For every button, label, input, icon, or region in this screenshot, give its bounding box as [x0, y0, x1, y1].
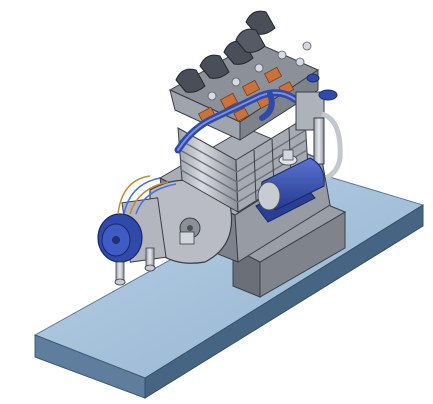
magneto-unit: [97, 175, 177, 263]
timing-cover: [149, 179, 233, 264]
rocker-cover-1: [175, 68, 206, 93]
rocker-cover-5: [235, 28, 266, 53]
timing-cover-bolt: [187, 225, 193, 231]
blue-pipe-down: [259, 91, 275, 121]
rocker-cover-2: [199, 54, 230, 79]
intake-manifold: [174, 89, 300, 154]
cylinder-head: [168, 41, 320, 141]
fuel-tank-end: [257, 181, 281, 211]
fuel-tank: [255, 149, 325, 223]
magneto-center: [112, 236, 120, 244]
rocker-cover-4: [245, 10, 276, 35]
crank-handle: [114, 231, 195, 286]
valve-springs: [207, 41, 312, 101]
base-plate-side: [144, 204, 424, 399]
throttle-assembly: [295, 73, 343, 181]
rocker-covers: [175, 10, 276, 93]
